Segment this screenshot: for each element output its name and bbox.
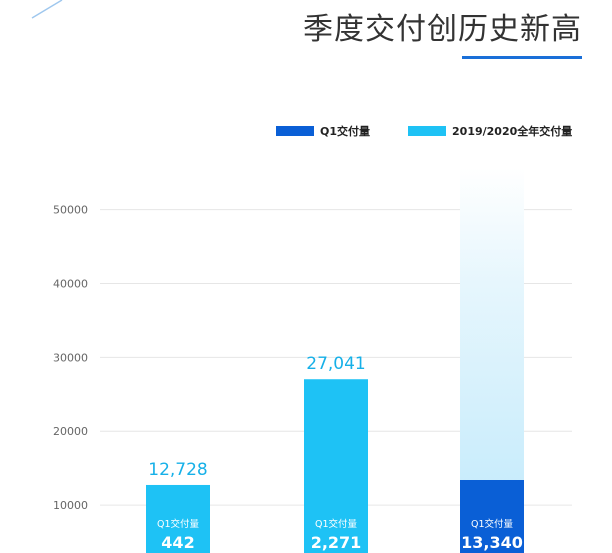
legend-label-q1: Q1交付量 bbox=[320, 125, 371, 138]
legend-item-q1: Q1交付量 bbox=[276, 123, 370, 139]
legend-label-annual: 2019/2020全年交付量 bbox=[452, 125, 573, 138]
legend-item-annual: 2019/2020全年交付量 bbox=[408, 123, 572, 139]
bar-annual bbox=[304, 379, 368, 553]
bar-q1-caption: Q1交付量 bbox=[471, 518, 514, 530]
legend-swatch-q1 bbox=[276, 126, 314, 136]
bar-q1-value-label: 13,340 bbox=[461, 533, 523, 552]
chart-legend: Q1交付量 2019/2020全年交付量 bbox=[276, 124, 572, 138]
bar-q1-value-label: 442 bbox=[161, 533, 194, 552]
legend-swatch-annual bbox=[408, 126, 447, 136]
y-tick-label: 30000 bbox=[53, 351, 88, 364]
y-tick-label: 10000 bbox=[53, 499, 88, 512]
bar-q1-caption: Q1交付量 bbox=[157, 518, 200, 530]
y-tick-label: 40000 bbox=[53, 277, 88, 290]
bar-q1 bbox=[460, 480, 524, 553]
page-title: 季度交付创历史新高 bbox=[303, 12, 582, 47]
bar-annual bbox=[146, 484, 210, 553]
bar-annual-value-label: 27,041 bbox=[306, 354, 365, 374]
bar-q1-caption: Q1交付量 bbox=[315, 518, 358, 530]
y-tick-label: 50000 bbox=[53, 204, 88, 217]
title-underline bbox=[462, 56, 582, 59]
bar-annual-value-label: 12,728 bbox=[148, 460, 207, 480]
bar-q1-value-label: 2,271 bbox=[311, 533, 362, 552]
decorative-corner-line bbox=[31, 0, 63, 19]
y-tick-label: 20000 bbox=[53, 425, 88, 438]
